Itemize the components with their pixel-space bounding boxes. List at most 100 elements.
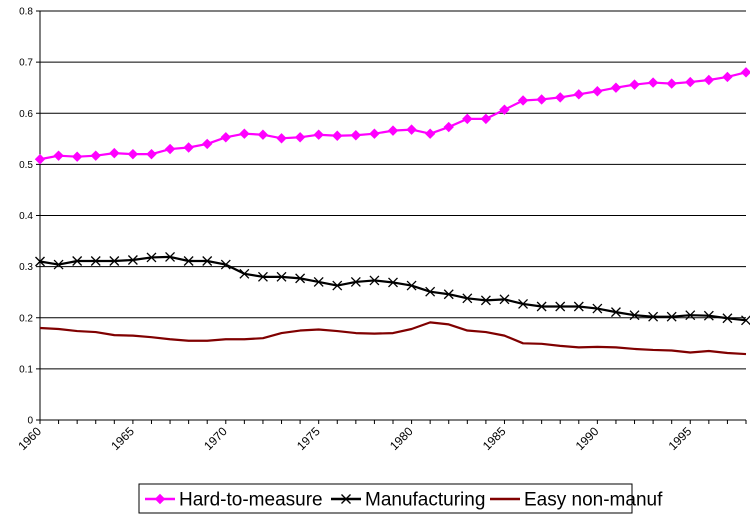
data-point bbox=[536, 94, 547, 105]
data-point bbox=[165, 251, 176, 262]
data-point bbox=[610, 307, 621, 318]
data-point bbox=[648, 311, 659, 322]
data-point bbox=[480, 295, 491, 306]
data-point bbox=[34, 154, 46, 165]
data-point bbox=[72, 256, 83, 266]
data-point bbox=[350, 130, 362, 141]
data-point bbox=[424, 128, 436, 139]
x-tick-label: 1980 bbox=[387, 424, 416, 453]
data-point bbox=[90, 256, 101, 266]
data-point bbox=[703, 310, 714, 321]
data-point bbox=[647, 77, 659, 88]
y-tick-label: 0.8 bbox=[19, 7, 33, 18]
data-point bbox=[406, 280, 417, 291]
series-line bbox=[39, 321, 747, 356]
data-point bbox=[183, 256, 194, 266]
x-tick-label: 1970 bbox=[201, 424, 230, 453]
legend-label: Manufacturing bbox=[365, 490, 485, 511]
data-point bbox=[127, 148, 139, 160]
data-point bbox=[722, 71, 733, 83]
data-point bbox=[257, 271, 268, 282]
data-point bbox=[555, 92, 566, 103]
data-point bbox=[146, 148, 157, 160]
data-point bbox=[703, 74, 715, 86]
data-point bbox=[685, 76, 696, 88]
data-point bbox=[462, 113, 473, 125]
data-point bbox=[109, 256, 120, 266]
data-point bbox=[685, 310, 696, 321]
data-point bbox=[239, 128, 250, 139]
data-point bbox=[388, 277, 398, 288]
data-point bbox=[480, 113, 492, 125]
gridlines bbox=[40, 10, 746, 370]
legend-marker bbox=[154, 493, 166, 505]
data-point bbox=[406, 124, 417, 135]
x-tick-label: 1985 bbox=[480, 424, 509, 453]
x-tick-label: 1975 bbox=[294, 424, 323, 453]
legend-label: Easy non-manuf bbox=[524, 490, 663, 511]
data-point bbox=[202, 256, 213, 266]
series-manufacturing bbox=[35, 251, 750, 326]
data-point bbox=[666, 78, 677, 89]
data-point bbox=[573, 301, 584, 312]
y-tick-label: 0.7 bbox=[19, 58, 33, 69]
legend-item: Easy non-manuf bbox=[490, 490, 663, 511]
data-point bbox=[239, 268, 250, 279]
data-point bbox=[202, 138, 213, 150]
series-group bbox=[34, 67, 750, 356]
y-axis-ticks: 0 0.1 0.2 0.3 0.4 0.5 0.6 0.7 0.8 bbox=[19, 7, 40, 427]
data-point bbox=[35, 256, 45, 267]
data-point bbox=[71, 151, 83, 162]
data-point bbox=[517, 95, 529, 106]
data-point bbox=[592, 86, 603, 97]
data-point bbox=[276, 271, 287, 282]
series-easy-non-manuf bbox=[39, 321, 747, 356]
data-point bbox=[425, 286, 436, 297]
y-tick-label: 0.5 bbox=[19, 160, 33, 171]
legend-item: Manufacturing bbox=[331, 490, 485, 511]
data-point bbox=[722, 313, 733, 324]
data-point bbox=[462, 293, 473, 304]
data-point bbox=[220, 259, 231, 270]
y-tick-label: 0.3 bbox=[19, 262, 33, 273]
y-tick-label: 0.4 bbox=[19, 211, 33, 222]
data-point bbox=[53, 150, 64, 161]
data-point bbox=[573, 89, 584, 100]
x-tick-label: 1960 bbox=[15, 424, 44, 453]
data-point bbox=[164, 143, 176, 155]
y-tick-label: 0.1 bbox=[19, 364, 33, 375]
data-point bbox=[666, 311, 677, 322]
x-tick-label: 1995 bbox=[666, 424, 695, 453]
data-point bbox=[183, 142, 194, 153]
data-point bbox=[257, 129, 269, 140]
data-point bbox=[53, 259, 64, 270]
data-point bbox=[332, 280, 343, 291]
data-point bbox=[369, 128, 380, 139]
data-point bbox=[387, 125, 399, 136]
legend-item: Hard-to-measure bbox=[145, 490, 323, 511]
legend-label: Hard-to-measure bbox=[179, 490, 323, 511]
data-point bbox=[350, 277, 361, 287]
legend-marker bbox=[341, 494, 351, 504]
data-point bbox=[294, 132, 306, 143]
data-point bbox=[127, 255, 138, 265]
y-tick-label: 0.2 bbox=[19, 313, 33, 324]
data-point bbox=[90, 150, 101, 161]
data-point bbox=[332, 130, 343, 141]
y-tick-label: 0.6 bbox=[19, 109, 33, 120]
data-point bbox=[369, 275, 380, 286]
y-tick-label: 0 bbox=[27, 416, 33, 427]
data-point bbox=[536, 301, 547, 312]
data-point bbox=[740, 67, 750, 78]
x-tick-label: 1990 bbox=[573, 424, 602, 453]
series-line bbox=[39, 71, 747, 161]
data-point bbox=[109, 147, 120, 159]
data-point bbox=[499, 294, 510, 305]
legend: Hard-to-measure Manufacturing Easy non-man… bbox=[138, 483, 663, 514]
data-point bbox=[499, 104, 510, 115]
data-point bbox=[518, 298, 529, 309]
data-point bbox=[592, 303, 603, 314]
x-tick-label: 1965 bbox=[108, 424, 137, 453]
data-point bbox=[295, 273, 306, 284]
